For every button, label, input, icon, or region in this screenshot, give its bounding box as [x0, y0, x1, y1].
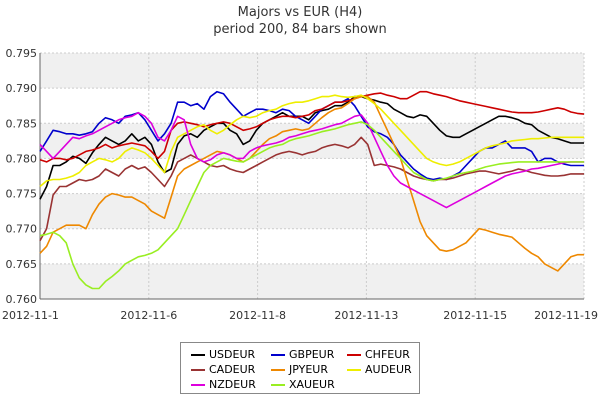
legend-swatch	[271, 384, 285, 386]
legend-item: CADEUR	[191, 363, 255, 376]
legend-item: XAUEUR	[271, 378, 335, 391]
y-tick-label: 0.780	[6, 152, 38, 165]
series-line-cadeur	[39, 136, 584, 242]
legend-label: NZDEUR	[209, 378, 256, 391]
y-tick-label: 0.790	[6, 82, 38, 95]
chart-subtitle: period 200, 84 bars shown	[213, 22, 387, 37]
grid-band	[40, 263, 584, 299]
y-tick-label: 0.765	[6, 258, 38, 271]
legend-label: XAUEUR	[289, 378, 335, 391]
y-tick-label: 0.775	[6, 188, 38, 201]
legend-item: JPYEUR	[271, 363, 328, 376]
legend-label: USDEUR	[209, 348, 256, 361]
grid-band	[40, 88, 584, 124]
chart-legend: USDEUR GBPEUR CHFEUR CADEUR JPYEUR AUDEUR NZDE…	[180, 342, 420, 394]
x-tick-label: 2012-11-15	[443, 309, 507, 322]
legend-swatch	[191, 384, 205, 386]
legend-swatch	[347, 354, 361, 356]
legend-swatch	[271, 369, 285, 371]
series-line-usdeur	[39, 95, 584, 200]
series-line-audeur	[39, 94, 584, 188]
y-tick-label: 0.795	[6, 47, 38, 60]
x-tick-label: 2012-11-1	[2, 309, 59, 322]
legend-item: AUDEUR	[347, 363, 412, 376]
grid-band	[40, 53, 584, 89]
grid-band	[40, 193, 584, 229]
series-line-jpyeur	[39, 95, 584, 272]
legend-item: USDEUR	[191, 348, 255, 361]
series-line-chfeur	[39, 90, 585, 163]
series-line-xaueur	[39, 121, 584, 290]
series-line-nzdeur	[39, 111, 584, 209]
y-tick-label: 0.760	[6, 293, 38, 306]
legend-label: AUDEUR	[365, 363, 412, 376]
grid-band	[40, 123, 584, 159]
grid-band	[40, 158, 584, 194]
legend-swatch	[191, 369, 205, 371]
legend-swatch	[271, 354, 285, 356]
x-tick-label: 2012-11-8	[229, 309, 286, 322]
y-tick-label: 0.770	[6, 223, 38, 236]
chart-title: Majors vs EUR (H4)	[237, 5, 363, 20]
legend-swatch	[191, 354, 205, 356]
legend-item: GBPEUR	[271, 348, 334, 361]
series-line-gbpeur	[39, 90, 584, 181]
x-tick-label: 2012-11-6	[120, 309, 177, 322]
legend-label: CADEUR	[209, 363, 256, 376]
legend-label: GBPEUR	[289, 348, 335, 361]
legend-item: CHFEUR	[347, 348, 410, 361]
legend-swatch	[347, 369, 361, 371]
legend-item: NZDEUR	[191, 378, 256, 391]
legend-label: JPYEUR	[289, 363, 328, 376]
x-tick-label: 2012-11-19	[534, 309, 598, 322]
legend-label: CHFEUR	[365, 348, 410, 361]
y-tick-label: 0.785	[6, 117, 38, 130]
x-tick-label: 2012-11-13	[334, 309, 398, 322]
grid-band	[40, 228, 584, 264]
